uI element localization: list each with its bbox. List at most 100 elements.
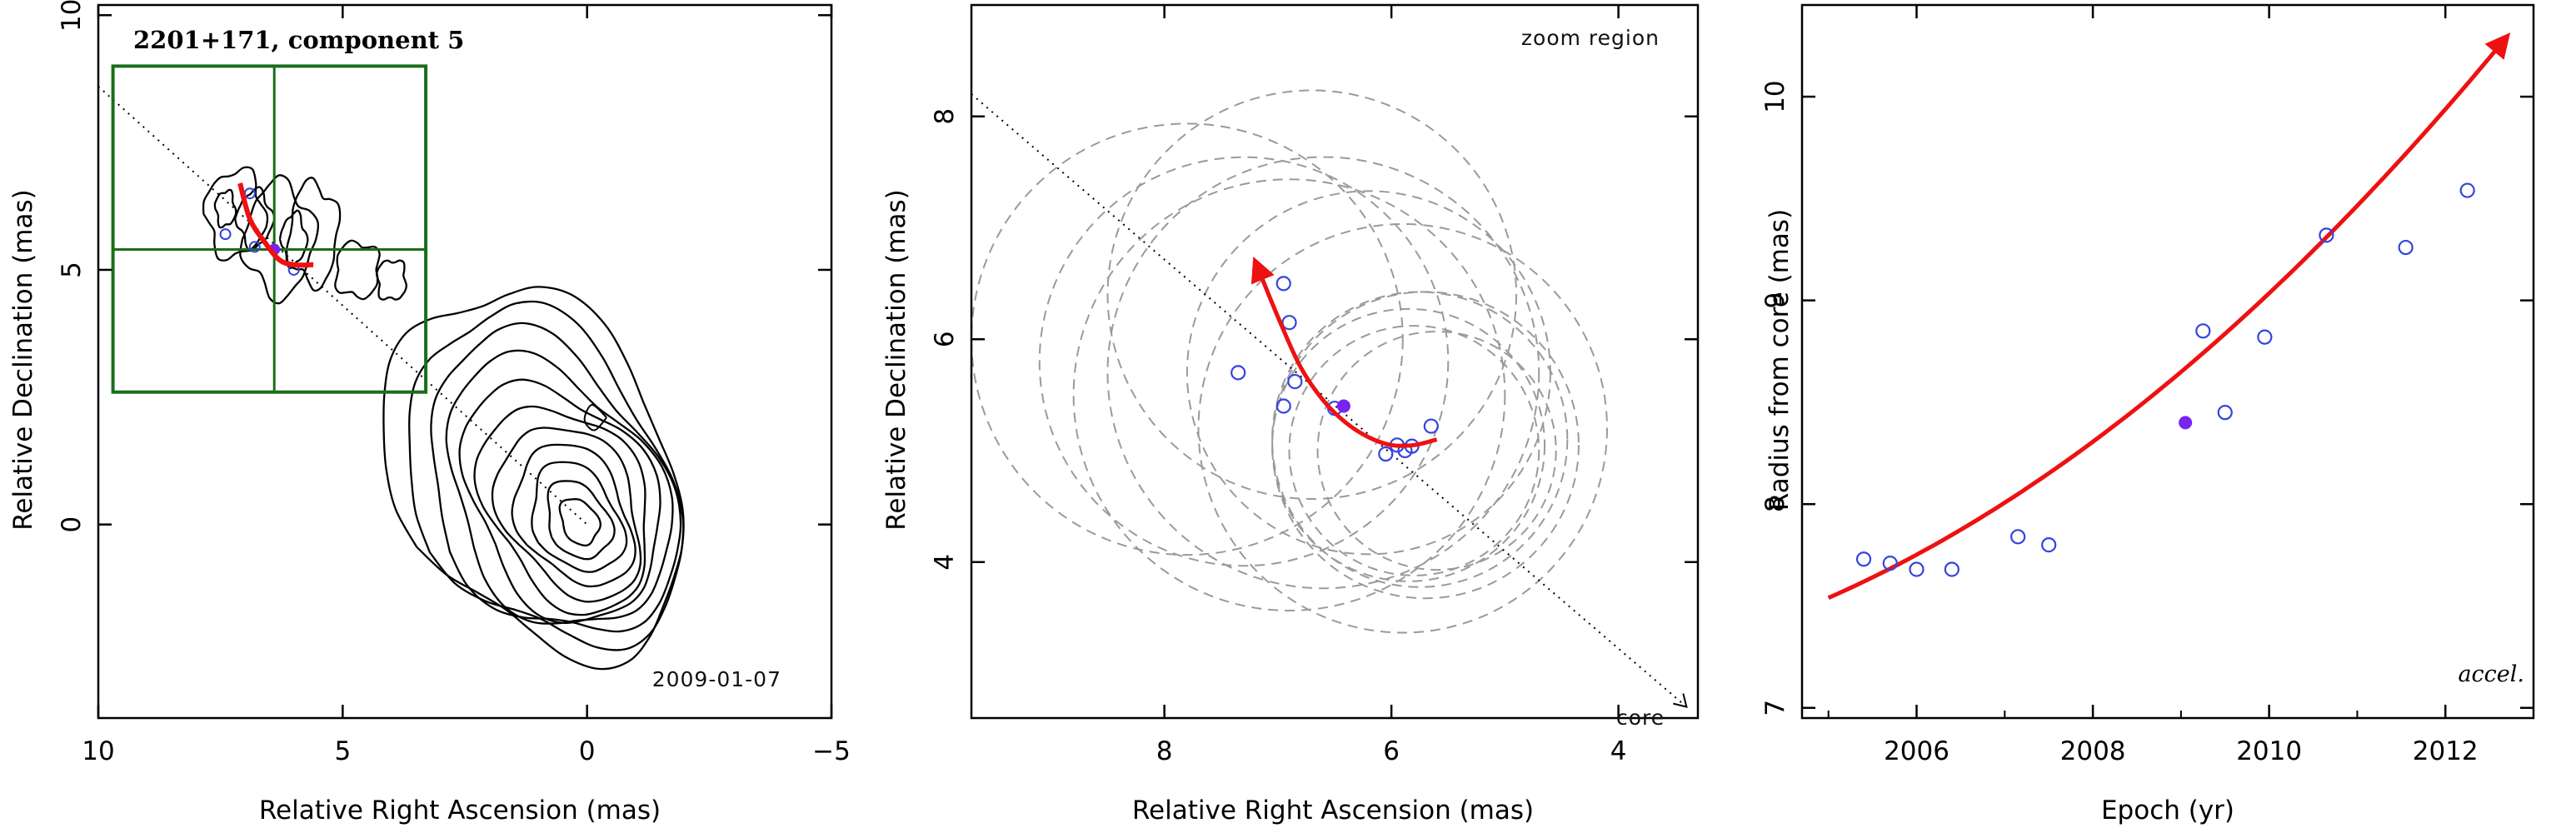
accel-annotation: accel. xyxy=(2458,661,2524,687)
data-point xyxy=(2459,182,2475,198)
y-tick-label: 10 xyxy=(57,0,87,32)
y-tick-label: 7 xyxy=(1760,700,1790,716)
y-tick-label: 8 xyxy=(930,108,960,125)
panel3-marks xyxy=(1827,32,2511,600)
noise-contour xyxy=(583,404,607,431)
uncertainty-circle xyxy=(1038,156,1450,567)
uncertainty-circle xyxy=(1316,330,1557,571)
data-point xyxy=(1423,418,1439,434)
core-contour xyxy=(458,378,661,624)
y-tick-label: 10 xyxy=(1760,80,1790,112)
core-contour xyxy=(511,443,637,588)
data-point xyxy=(2319,227,2334,243)
core-arrow xyxy=(1673,693,1688,708)
current-epoch-point xyxy=(1336,399,1350,413)
y-tick-label: 4 xyxy=(930,554,960,571)
zoom-box xyxy=(111,64,428,394)
y-tick-label: 9 xyxy=(1760,292,1790,309)
panel-zoom-region: 8 6 4 4 6 8 zoom region core Relative Right A… xyxy=(881,3,1700,826)
data-point xyxy=(248,241,261,253)
core-contour xyxy=(473,405,646,616)
x-tick-label: 5 xyxy=(334,736,351,766)
panel1-marks xyxy=(98,64,588,526)
panel2-ylabel: Relative Declination (mas) xyxy=(881,189,911,531)
data-point xyxy=(1276,276,1291,292)
x-tick-label: 8 xyxy=(1156,736,1173,766)
uncertainty-circle xyxy=(1271,291,1569,588)
data-point xyxy=(2195,323,2211,339)
jet-contour xyxy=(213,188,237,229)
fit-curve xyxy=(1827,32,2511,600)
panel-contour-map: 10 5 0 −5 0 5 10 2201+171, component 5 2009-01… xyxy=(8,0,851,826)
panel1-title: 2201+171, component 5 xyxy=(133,26,464,54)
uncertainty-circle xyxy=(1288,325,1540,576)
data-point xyxy=(1909,561,1925,577)
x-tick-label: 6 xyxy=(1383,736,1400,766)
x-tick-label: 0 xyxy=(579,736,596,766)
data-point xyxy=(2041,537,2057,553)
x-tick-label: 2006 xyxy=(1884,736,1949,766)
panel3-ticks: 2006 2008 2010 2012 7 8 9 10 xyxy=(1760,5,2534,766)
y-tick-label: 8 xyxy=(1760,496,1790,512)
data-point xyxy=(1276,398,1291,414)
plot-frame-2 xyxy=(970,3,1700,720)
jet-contour xyxy=(376,259,407,301)
panel2-xlabel: Relative Right Ascension (mas) xyxy=(1132,796,1534,826)
uncertainty-circle xyxy=(1197,223,1608,634)
data-point xyxy=(219,228,232,241)
panel1-ticks: 10 5 0 −5 0 5 10 xyxy=(57,0,851,766)
plot-frame-3 xyxy=(1800,3,2535,720)
epoch-label: 2009-01-07 xyxy=(652,667,781,691)
uncertainty-circle xyxy=(1271,291,1580,600)
panel2-ticks: 8 6 4 4 6 8 xyxy=(930,5,1698,766)
jet-contour xyxy=(286,177,342,292)
y-tick-label: 5 xyxy=(57,262,87,278)
plot-frame-1 xyxy=(97,3,833,720)
uncertainty-circle xyxy=(1072,178,1506,611)
uncertainty-circle xyxy=(1106,156,1540,590)
x-tick-label: −5 xyxy=(812,736,851,766)
jet-axis-line xyxy=(98,86,588,526)
x-tick-label: 10 xyxy=(82,736,114,766)
uncertainty-circle xyxy=(1186,190,1551,556)
x-tick-label: 2012 xyxy=(2413,736,2479,766)
jet-contour xyxy=(239,174,320,305)
zoom-region-annotation: zoom region xyxy=(1521,26,1660,50)
data-point xyxy=(2398,239,2414,256)
data-point xyxy=(1378,446,1394,462)
panel1-ylabel: Relative Declination (mas) xyxy=(8,189,38,531)
core-contour xyxy=(558,498,602,546)
data-point xyxy=(2010,529,2026,545)
data-point xyxy=(1231,365,1246,381)
jet-contour xyxy=(202,166,269,262)
data-point xyxy=(1944,561,1959,577)
jet-contour xyxy=(334,239,381,301)
y-tick-label: 0 xyxy=(57,516,87,533)
panel3-ylabel: Radius from core (mas) xyxy=(1765,209,1795,511)
uncertainty-circle xyxy=(1106,89,1517,500)
data-point xyxy=(2217,405,2233,421)
fit-track xyxy=(1251,257,1438,448)
core-label: core xyxy=(1616,706,1665,730)
panel1-xlabel: Relative Right Ascension (mas) xyxy=(259,796,661,826)
data-point xyxy=(2257,329,2273,345)
core-contour xyxy=(491,426,642,603)
fit-track xyxy=(237,182,314,268)
data-point xyxy=(1287,373,1303,390)
x-tick-label: 4 xyxy=(1610,736,1627,766)
core-contour xyxy=(382,286,685,671)
data-point xyxy=(1882,556,1898,571)
core-contour xyxy=(531,461,628,573)
jet-contour xyxy=(278,209,309,269)
y-tick-label: 6 xyxy=(930,331,960,347)
uncertainty-circle xyxy=(971,122,1404,556)
data-point xyxy=(1281,315,1297,331)
panel3-xlabel: Epoch (yr) xyxy=(2101,796,2234,826)
x-tick-label: 2008 xyxy=(2060,736,2126,766)
core-contour xyxy=(547,480,616,561)
core-contour xyxy=(445,349,674,625)
x-tick-label: 2010 xyxy=(2236,736,2302,766)
current-epoch-point xyxy=(2179,416,2193,430)
